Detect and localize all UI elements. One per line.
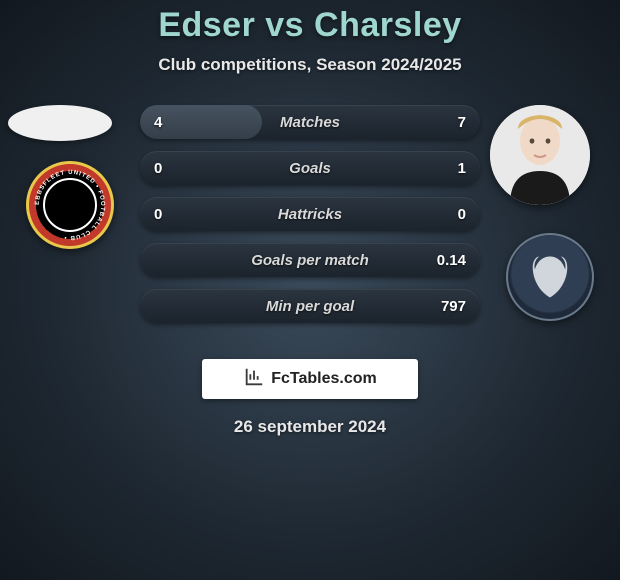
stat-label: Min per goal <box>266 298 354 315</box>
page-title: Edser vs Charsley <box>0 6 620 45</box>
club-right-crest <box>506 233 594 321</box>
chart-icon <box>243 366 265 393</box>
player-right-avatar <box>490 105 590 205</box>
source-logo: FcTables.com <box>202 359 418 399</box>
stat-rows: 4 Matches 7 0 Goals 1 0 Hattricks 0 Goals per mat… <box>140 105 480 323</box>
stat-value-right: 797 <box>441 298 466 315</box>
stat-value-right: 7 <box>458 114 466 131</box>
source-logo-text: FcTables.com <box>271 370 377 388</box>
stat-value-left: 0 <box>154 206 162 223</box>
stats-area: EBBSFLEET UNITED • FOOTBALL CLUB • 4M <box>0 105 620 345</box>
stat-row: 4 Matches 7 <box>140 105 480 139</box>
stat-value-right: 1 <box>458 160 466 177</box>
stat-value-right: 0 <box>458 206 466 223</box>
stat-row: Min per goal 797 <box>140 289 480 323</box>
stat-value-right: 0.14 <box>437 252 466 269</box>
stat-value-left: 0 <box>154 160 162 177</box>
club-left-crest <box>26 161 114 249</box>
date-text: 26 september 2024 <box>0 417 620 437</box>
player-left-avatar <box>8 105 112 141</box>
infographic: Edser vs Charsley Club competitions, Sea… <box>0 0 620 437</box>
subtitle: Club competitions, Season 2024/2025 <box>0 55 620 75</box>
stat-label: Goals per match <box>251 252 369 269</box>
stat-label: Goals <box>289 160 331 177</box>
stat-label: Hattricks <box>278 206 342 223</box>
stat-row: 0 Hattricks 0 <box>140 197 480 231</box>
stat-row: Goals per match 0.14 <box>140 243 480 277</box>
stat-value-left: 4 <box>154 114 162 131</box>
stat-row: 0 Goals 1 <box>140 151 480 185</box>
stat-label: Matches <box>280 114 340 131</box>
